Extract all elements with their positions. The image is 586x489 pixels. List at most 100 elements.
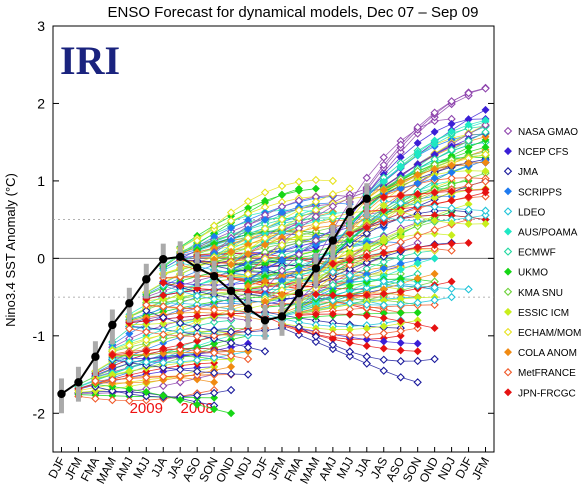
forecast-marker [311,197,321,206]
forecast-marker [430,300,439,310]
forecast-marker [396,357,405,366]
forecast-marker [464,285,473,294]
forecast-marker [447,168,456,177]
forecast-marker [345,298,355,308]
forecast-marker [413,378,422,387]
forecast-marker [430,225,439,235]
forecast-marker [430,216,439,225]
forecast-marker [192,304,202,314]
forecast-marker [328,267,338,277]
forecast-marker [447,246,456,255]
forecast-marker [311,337,321,347]
forecast-marker [125,385,134,393]
forecast-marker [294,214,304,223]
forecast-marker [226,385,236,395]
forecast-marker [125,396,134,405]
y-tick-label: -2 [33,405,46,421]
forecast-lines [58,83,490,418]
forecast-marker [159,344,168,353]
forecast-marker [108,386,117,396]
legend-label: KMA SNU [518,288,563,299]
forecast-marker [396,198,405,208]
forecast-marker [413,212,422,221]
forecast-marker [379,329,388,338]
forecast-marker [464,88,473,98]
forecast-marker [261,215,269,224]
forecast-marker [481,158,490,167]
forecast-marker [481,116,490,125]
forecast-marker [176,282,185,290]
forecast-marker [176,378,185,387]
forecast-marker [430,136,439,145]
forecast-marker [192,346,202,355]
forecast-marker [226,369,236,379]
forecast-marker [142,373,151,382]
forecast-marker [176,286,185,296]
legend-label: ECMWF [518,248,556,259]
forecast-marker [345,229,354,238]
forecast-marker [125,356,134,366]
forecast-marker [413,356,422,366]
forecast-marker [176,292,185,301]
forecast-marker [328,213,338,222]
forecast-marker [379,355,388,364]
legend-marker [503,287,513,296]
forecast-marker [430,283,439,292]
forecast-marker [396,162,405,171]
forecast-marker [379,264,388,273]
year-label: 2009 [130,400,163,417]
forecast-marker [481,206,490,215]
forecast-marker [125,389,134,399]
forecast-marker [362,291,371,300]
forecast-marker [481,210,490,220]
forecast-marker [379,301,388,310]
forecast-marker [464,173,473,182]
forecast-marker [379,277,388,286]
legend-label: AUS/POAMA [518,228,578,239]
forecast-marker [176,331,185,341]
forecast-marker [396,326,405,336]
forecast-marker [430,127,439,136]
legend-marker [504,267,512,276]
forecast-marker [209,295,219,304]
forecast-marker [396,215,405,225]
forecast-marker [278,290,286,299]
forecast-marker [396,308,405,317]
forecast-marker [379,344,388,353]
forecast-marker [481,127,490,137]
forecast-marker [159,319,168,328]
forecast-marker [311,332,321,341]
forecast-marker [345,330,355,340]
forecast-marker [328,291,337,300]
forecast-marker [142,335,151,345]
forecast-marker [328,309,337,318]
forecast-marker [210,393,219,402]
forecast-marker [362,258,371,267]
forecast-marker [464,136,473,145]
forecast-marker [413,347,422,356]
forecast-marker [91,376,100,386]
forecast-marker [294,177,304,186]
legend-label: JPN-FRCGC [518,388,576,399]
forecast-marker [209,326,219,335]
forecast-marker [142,316,151,325]
legend-marker [504,227,512,236]
forecast-marker [209,353,219,362]
forecast-marker [464,186,473,195]
forecast-marker [192,356,202,365]
forecast-marker [379,201,388,210]
legend-marker [504,147,512,156]
forecast-marker [379,289,388,298]
forecast-line [366,88,486,188]
forecast-marker [481,177,490,186]
forecast-marker [311,290,320,299]
forecast-marker [159,313,168,322]
forecast-marker [311,310,320,319]
forecast-marker [413,189,422,198]
forecast-marker [192,332,202,341]
forecast-marker [362,311,371,320]
observed-point [176,252,185,262]
forecast-marker [277,223,287,232]
legend-marker [503,247,513,256]
forecast-marker [159,372,168,381]
